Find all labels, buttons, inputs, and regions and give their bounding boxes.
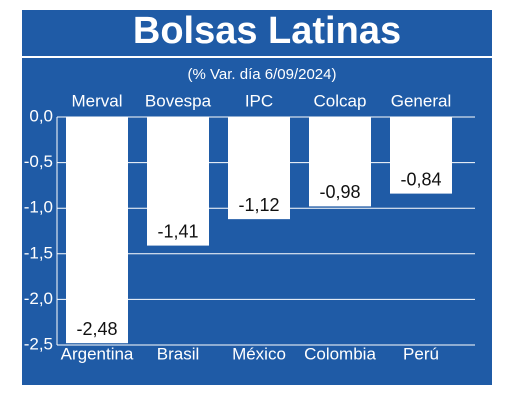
x-tick-label: Perú bbox=[403, 344, 439, 363]
y-tick-label: -1,0 bbox=[24, 198, 53, 217]
value-label: -2,48 bbox=[76, 319, 117, 339]
chart-title: Bolsas Latinas bbox=[133, 10, 401, 52]
y-tick-label: -0,5 bbox=[24, 152, 53, 171]
x-tick-label: Argentina bbox=[61, 344, 134, 363]
value-label: -0,98 bbox=[319, 182, 360, 202]
bar bbox=[309, 117, 371, 207]
value-label: -1,41 bbox=[157, 221, 198, 241]
bar bbox=[66, 117, 128, 344]
index-name: Colcap bbox=[314, 91, 367, 110]
index-name: General bbox=[391, 91, 451, 110]
bar bbox=[228, 117, 290, 220]
index-name: IPC bbox=[245, 91, 273, 110]
index-name: Merval bbox=[71, 91, 122, 110]
index-name: Bovespa bbox=[145, 91, 212, 110]
x-tick-label: Colombia bbox=[304, 344, 376, 363]
value-label: -0,84 bbox=[400, 169, 441, 189]
y-tick-label: -1,5 bbox=[24, 243, 53, 262]
x-tick-label: Brasil bbox=[157, 344, 200, 363]
bar bbox=[147, 117, 209, 246]
value-label: -1,12 bbox=[238, 195, 279, 215]
x-tick-label: México bbox=[232, 344, 286, 363]
y-tick-label: 0,0 bbox=[29, 106, 53, 125]
bar bbox=[390, 117, 452, 194]
chart-subtitle: (% Var. día 6/09/2024) bbox=[188, 66, 337, 83]
y-tick-label: -2,5 bbox=[24, 334, 53, 353]
y-tick-label: -2,0 bbox=[24, 289, 53, 308]
